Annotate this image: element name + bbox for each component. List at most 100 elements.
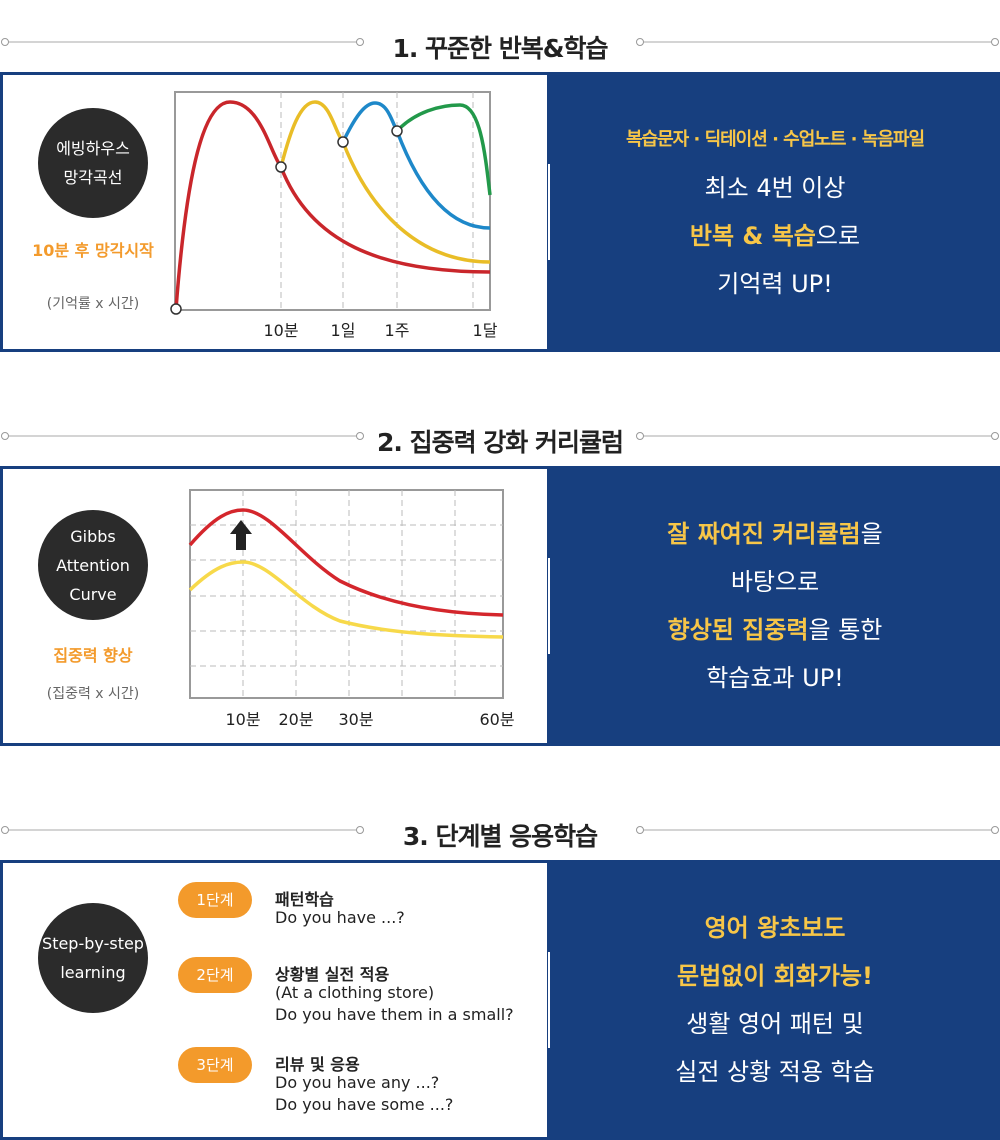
section-panel: Gibbs Attention Curve 집중력 향상 (집중력 x 시간) 잘 짜여진… <box>0 466 1000 746</box>
section-header: 1. 꾸준한 반복&학습 <box>0 27 1000 63</box>
right-line: 문법없이 회화가능! <box>677 952 873 1000</box>
badge-text: Attention <box>56 555 130 575</box>
curve <box>174 100 491 310</box>
arrow-up <box>230 520 252 550</box>
rule-dot <box>1 38 9 46</box>
badge-circle: 에빙하우스 망각곡선 <box>38 108 148 218</box>
left-panel: Step-by-step learning <box>0 860 550 1140</box>
section-header: 3. 단계별 응용학습 <box>0 815 1000 851</box>
badge-circle: Gibbs Attention Curve <box>38 510 148 620</box>
highlight-text: 10분 후 망각시작 <box>32 241 154 260</box>
step-badge: 2단계 <box>178 957 252 993</box>
illustration: 10분 20분 30분 60분 <box>188 489 550 729</box>
badge-circle: Step-by-step learning <box>38 903 148 1013</box>
header-rule <box>1 38 999 46</box>
curve <box>279 100 491 264</box>
curve <box>188 508 504 617</box>
right-line: 생활 영어 패턴 및 <box>686 1000 863 1048</box>
right-text: 잘 짜여진 커리큘럼 <box>667 520 861 548</box>
right-line: 잘 짜여진 커리큘럼을 <box>667 510 882 558</box>
step-badge: 1단계 <box>178 882 252 918</box>
x-label: 30분 <box>338 710 373 729</box>
x-label: 1주 <box>385 321 410 340</box>
curve <box>341 101 491 230</box>
right-text: 으로 <box>815 222 861 250</box>
right-line: 학습효과 UP! <box>706 654 844 702</box>
rule-dot <box>991 432 999 440</box>
rule-dot <box>636 38 644 46</box>
illustration: 10분 1일 1주 1달 <box>170 91 550 340</box>
right-text: 향상된 집중력 <box>667 616 809 644</box>
right-line: 최소 4번 이상 <box>705 164 846 212</box>
right-text: 반복 & 복습 <box>689 222 816 250</box>
right-text: 바탕으로 <box>730 568 820 596</box>
point <box>170 303 182 315</box>
right-line: 향상된 집중력을 통한 <box>668 606 883 654</box>
note-text: (집중력 x 시간) <box>46 686 140 702</box>
step-badge: 3단계 <box>178 1047 252 1083</box>
step-title: 리뷰 및 응용 <box>275 1055 360 1074</box>
right-text: 학습효과 UP! <box>706 664 844 692</box>
badge-text: learning <box>60 963 126 982</box>
curve <box>395 103 492 196</box>
step-line: Do you have them in a small? <box>275 1005 514 1024</box>
step-line: Do you have some ...? <box>275 1095 454 1114</box>
rule-dot <box>991 38 999 46</box>
header-rule <box>1 826 999 834</box>
section-panel: 에빙하우스 망각곡선 10분 후 망각시작 (기억률 x 시간) 복습문자 · 딕테이션… <box>0 72 1000 352</box>
highlight-text: 집중력 향상 <box>53 646 133 665</box>
right-line: 기억력 UP! <box>717 260 833 308</box>
point <box>275 161 287 173</box>
step-line: Do you have ...? <box>275 908 405 927</box>
arrow <box>548 952 550 1048</box>
header-rule <box>1 432 999 440</box>
rule-dot <box>991 826 999 834</box>
section-header: 2. 집중력 강화 커리큘럼 <box>0 421 1000 457</box>
chart-frame <box>189 489 504 699</box>
curve <box>188 560 504 639</box>
x-label: 60분 <box>479 710 514 729</box>
right-text: 실전 상황 적용 학습 <box>675 1058 875 1086</box>
rule-dot <box>356 432 364 440</box>
rule-dot <box>1 826 9 834</box>
badge-text: Curve <box>69 584 117 604</box>
right-line: 바탕으로 <box>731 558 819 606</box>
rule-dot <box>356 38 364 46</box>
step-title: 패턴학습 <box>275 890 334 909</box>
illustration <box>548 952 550 1048</box>
right-line: 실전 상황 적용 학습 <box>675 1048 875 1096</box>
step-title: 상황별 실전 적용 <box>275 965 390 984</box>
arrow <box>548 164 550 260</box>
section-title: 2. 집중력 강화 커리큘럼 <box>376 428 624 457</box>
rule-dot <box>636 826 644 834</box>
point <box>391 125 403 137</box>
step-line: Do you have any ...? <box>275 1073 440 1092</box>
arrow <box>548 558 550 654</box>
section-title: 1. 꾸준한 반복&학습 <box>392 34 608 63</box>
right-text: 문법없이 회화가능! <box>677 962 873 990</box>
right-text: 최소 4번 이상 <box>704 174 846 202</box>
right-line: 반복 & 복습으로 <box>690 212 860 260</box>
badge-text: 망각곡선 <box>63 168 123 187</box>
x-label: 1달 <box>473 321 498 340</box>
badge-text: Gibbs <box>70 526 116 546</box>
right-text: 생활 영어 패턴 및 <box>686 1010 864 1038</box>
section-panel: Step-by-step learning 1단계 패턴학습 Do you have .… <box>0 860 1000 1140</box>
x-label: 10분 <box>225 710 260 729</box>
x-label: 1일 <box>331 321 356 340</box>
right-subtitle: 복습문자 · 딕테이션 · 수업노트 · 녹음파일 <box>625 129 925 150</box>
chart-frame <box>174 91 491 311</box>
x-label: 20분 <box>278 710 313 729</box>
step-line: (At a clothing store) <box>275 983 435 1002</box>
right-text: 을 통한 <box>808 616 883 644</box>
rule-dot <box>356 826 364 834</box>
section-title: 3. 단계별 응용학습 <box>402 822 598 851</box>
right-line: 영어 왕초보도 <box>705 904 846 952</box>
right-text: 기억력 UP! <box>717 270 833 298</box>
right-text: 을 <box>860 520 883 548</box>
badge-text: Step-by-step <box>42 934 144 953</box>
